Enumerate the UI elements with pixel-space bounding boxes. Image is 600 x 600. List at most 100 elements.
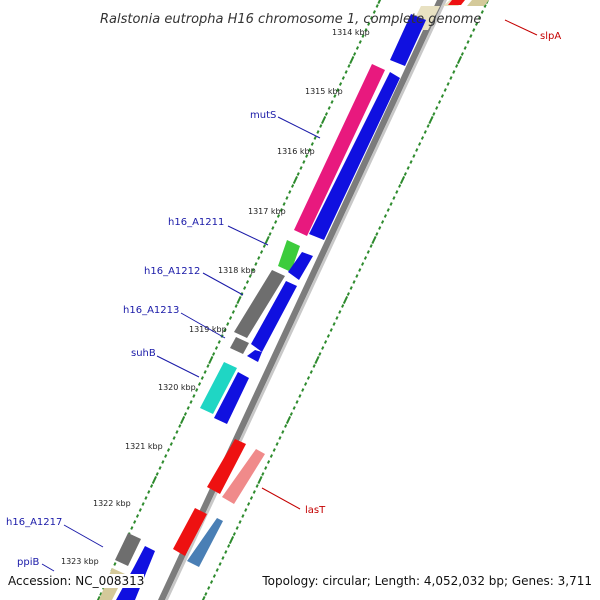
leader-suhB xyxy=(156,355,200,378)
outer-tick xyxy=(215,568,219,572)
ruler-tick xyxy=(158,466,162,470)
feature-red-2[interactable] xyxy=(173,508,207,556)
outer-tick xyxy=(392,196,396,200)
outer-tick xyxy=(406,166,410,170)
outer-tick xyxy=(269,454,273,458)
outer-tick xyxy=(252,490,256,494)
feature-h16-A1212[interactable] xyxy=(234,270,285,338)
outer-tick xyxy=(309,370,313,374)
outer-tick xyxy=(241,514,245,518)
gene-labels: slpA mutS h16_A1211 h16_A1212 h16_A1213 … xyxy=(6,31,561,568)
ruler-tick xyxy=(338,82,343,86)
outer-tick xyxy=(295,400,299,404)
ruler-tick xyxy=(341,76,345,80)
outer-tick xyxy=(235,526,239,530)
outer-tick xyxy=(395,190,399,194)
outer-tick xyxy=(352,280,356,284)
outer-tick xyxy=(371,235,377,245)
ruler-tick xyxy=(178,424,182,428)
outer-tick xyxy=(452,70,456,74)
gene-label-slpA[interactable]: slpA xyxy=(540,31,561,42)
arrow-gene-A1212[interactable] xyxy=(251,281,297,352)
ruler-tick xyxy=(150,484,154,488)
outer-tick xyxy=(426,124,430,128)
ruler-tick xyxy=(175,430,179,434)
outer-tick xyxy=(409,160,413,164)
ruler-tick xyxy=(319,124,323,128)
outer-tick xyxy=(403,172,407,176)
outer-tick xyxy=(318,352,322,356)
ruler-tick xyxy=(377,0,382,5)
arrow-gene-mutS[interactable] xyxy=(309,72,400,240)
arrow-gene-1[interactable] xyxy=(390,14,426,66)
leader-ppiB xyxy=(41,563,55,572)
feature-mutS[interactable] xyxy=(294,64,385,236)
outer-tick xyxy=(437,100,442,104)
ruler-tick xyxy=(361,34,365,38)
feature-lasT-pink[interactable] xyxy=(222,449,265,504)
ruler-tick xyxy=(299,166,303,170)
gene-label-h16-A1212[interactable]: h16_A1212 xyxy=(144,266,200,277)
ruler-tick xyxy=(183,412,187,416)
tick-label-0: 1314 kbp xyxy=(332,28,370,37)
ruler-tick xyxy=(144,496,148,500)
ruler-tick xyxy=(271,226,275,230)
backbone xyxy=(158,0,447,600)
outer-dots xyxy=(201,0,490,600)
arrow-gene-suhB[interactable] xyxy=(214,372,249,424)
outer-tick xyxy=(201,595,206,600)
feature-blue-steel[interactable] xyxy=(187,518,223,567)
outer-tick xyxy=(380,220,385,224)
feature-suhB[interactable] xyxy=(200,362,237,414)
ruler-tick xyxy=(130,526,134,530)
feature-h16-A1213[interactable] xyxy=(230,337,249,354)
ruler-tick xyxy=(364,28,368,32)
feature-h16-A1211[interactable] xyxy=(278,240,300,272)
gene-label-h16-A1217[interactable]: h16_A1217 xyxy=(6,517,62,528)
ruler-tick xyxy=(262,244,266,248)
tick-label-2: 1316 kbp xyxy=(277,147,315,156)
feature-cds-tan-right[interactable] xyxy=(467,0,489,6)
feature-cds-red-top[interactable] xyxy=(448,0,465,5)
tick-label-4: 1318 kbp xyxy=(218,266,256,275)
outer-tick xyxy=(435,106,439,110)
gene-label-h16-A1211[interactable]: h16_A1211 xyxy=(168,217,224,228)
ruler-tick xyxy=(236,295,242,305)
ruler-tick xyxy=(296,172,300,176)
outer-tick xyxy=(247,502,251,506)
ruler-tick xyxy=(313,136,317,140)
ruler-tick xyxy=(355,46,360,50)
leader-slpA xyxy=(504,19,538,36)
gene-label-suhB[interactable]: suhB xyxy=(131,348,156,359)
outer-tick xyxy=(321,346,325,350)
ruler-dots xyxy=(96,0,382,600)
feature-lasT-red-1[interactable] xyxy=(207,439,246,494)
ruler-tick xyxy=(321,115,327,125)
ruler-tick xyxy=(307,148,312,152)
arrow-gene-A1213[interactable] xyxy=(247,350,262,362)
gene-label-lasT[interactable]: lasT xyxy=(305,505,326,516)
gene-label-mutS[interactable]: mutS xyxy=(250,110,276,121)
outer-tick xyxy=(361,262,365,266)
outer-tick xyxy=(244,508,248,512)
ruler-tick xyxy=(172,436,176,440)
ruler-tick xyxy=(288,190,292,194)
leader-A1213 xyxy=(180,312,226,339)
ruler-tick xyxy=(367,22,371,26)
outer-tick xyxy=(386,208,390,212)
outer-tick xyxy=(456,55,463,65)
ruler-tick xyxy=(279,208,283,212)
gene-label-ppiB[interactable]: ppiB xyxy=(17,557,39,568)
arrow-gene-A1211[interactable] xyxy=(288,252,313,280)
outer-tick xyxy=(238,520,242,524)
outer-tick xyxy=(428,115,434,125)
feature-h16-A1217[interactable] xyxy=(115,533,141,566)
outer-tick xyxy=(349,286,353,290)
ruler-tick xyxy=(212,352,216,356)
tick-label-1: 1315 kbp xyxy=(305,87,343,96)
outer-tick xyxy=(301,388,305,392)
ruler-tick xyxy=(138,508,142,512)
gene-label-h16-A1213[interactable]: h16_A1213 xyxy=(123,305,179,316)
ruler-tick xyxy=(245,280,250,284)
ruler-tick xyxy=(223,328,227,332)
